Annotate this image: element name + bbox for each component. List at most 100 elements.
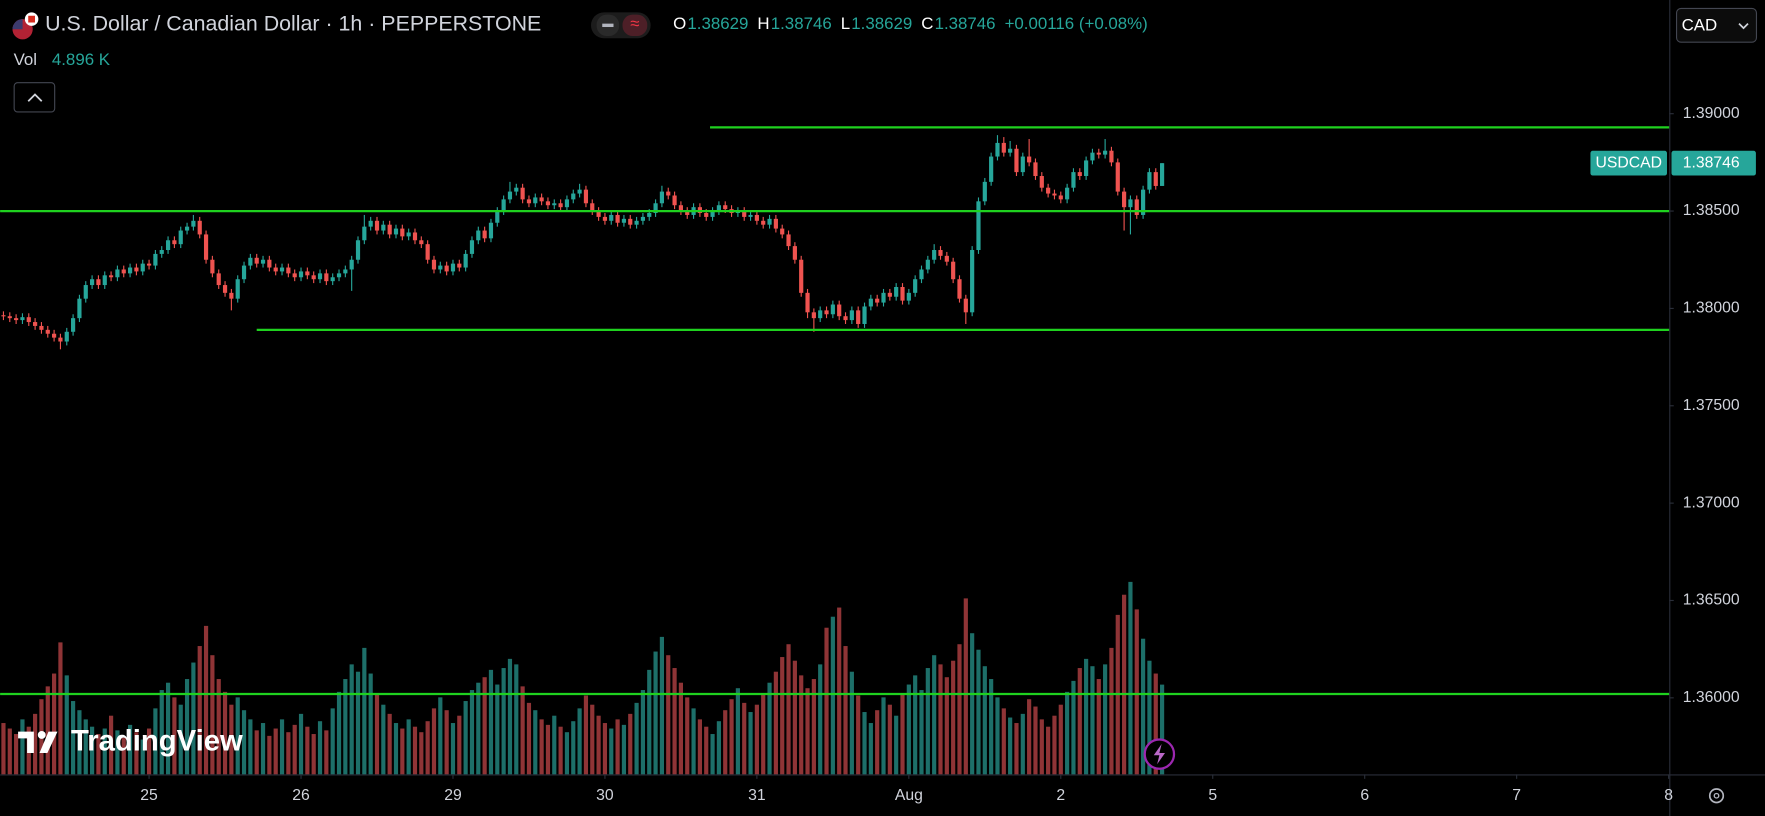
volume-bar <box>653 651 658 775</box>
candle-body <box>96 279 101 286</box>
candle-body <box>267 259 272 268</box>
indicator-toggle[interactable]: ≈ <box>590 12 651 39</box>
candle-body <box>609 214 614 221</box>
volume-bar <box>944 677 949 775</box>
volume-bar <box>305 726 310 775</box>
volume-bar <box>805 688 810 775</box>
volume-bar <box>875 710 880 775</box>
ohlc-change: +0.00116 (+0.08%) <box>1005 14 1148 33</box>
volume-bar <box>400 728 405 775</box>
candle-body <box>647 213 652 217</box>
x-tick-label: 30 <box>596 787 614 804</box>
volume-bar <box>482 677 487 775</box>
volume-bar <box>1109 647 1114 775</box>
candle-body <box>159 250 164 254</box>
x-tick-label: 2 <box>1056 787 1065 804</box>
volume-bar <box>552 715 557 775</box>
candle-body <box>653 203 658 214</box>
candle-body <box>577 189 582 194</box>
volume-bar <box>216 679 221 775</box>
volume-bar <box>704 726 709 775</box>
volume-bar <box>843 646 848 775</box>
candle-body <box>704 213 709 217</box>
candle-body <box>400 228 405 237</box>
candle-body <box>761 220 766 225</box>
volume-bar <box>1103 664 1108 775</box>
candle-body <box>292 273 297 278</box>
candle-body <box>811 312 816 319</box>
candle-body <box>1033 162 1038 177</box>
volume-bar <box>235 697 240 775</box>
candle-body <box>52 333 57 338</box>
candle-body <box>1096 152 1101 155</box>
volume-bar <box>210 655 215 775</box>
volume-bar <box>697 719 702 775</box>
plot-area <box>0 126 1670 775</box>
candle-body <box>628 218 633 225</box>
volume-bar <box>666 655 671 775</box>
candle-body <box>621 218 627 223</box>
candle-body <box>514 187 519 192</box>
volume-bar <box>96 734 101 775</box>
volume-bar <box>729 699 734 775</box>
volume-bar <box>913 675 918 775</box>
volume-bar <box>773 671 778 775</box>
volume-bar <box>165 682 171 775</box>
volume-bar <box>634 702 639 775</box>
volume-bar <box>596 715 601 775</box>
volume-bar <box>640 690 646 775</box>
volume-bar <box>672 668 677 775</box>
candle-body <box>273 267 278 272</box>
collapse-button[interactable] <box>13 82 56 113</box>
alert-button[interactable] <box>1143 738 1176 770</box>
volume-bar <box>748 712 753 775</box>
volume-bar <box>1134 609 1139 775</box>
volume-bar <box>324 730 329 775</box>
y-tick-label: 1.38000 <box>1683 300 1740 317</box>
candle-body <box>108 275 114 278</box>
volume-bar <box>1027 699 1032 775</box>
candle-body <box>178 230 183 245</box>
currency-button[interactable]: CAD <box>1675 7 1758 43</box>
settings-button[interactable] <box>1708 788 1725 804</box>
candle-body <box>545 201 551 206</box>
volume-bar <box>71 701 76 775</box>
volume-bar <box>761 693 766 775</box>
volume-bar <box>590 704 595 775</box>
candle-body <box>71 318 76 332</box>
y-tick-label: 1.37000 <box>1683 494 1740 511</box>
candle-body <box>1058 195 1063 200</box>
candle-body <box>526 199 532 204</box>
candle-body <box>495 211 500 223</box>
volume-bar <box>602 723 608 775</box>
volume-bar <box>824 627 829 775</box>
candle-body <box>583 189 589 204</box>
currency-label: CAD <box>1682 15 1718 34</box>
candle-body <box>469 240 475 254</box>
volume-bar <box>780 657 785 775</box>
volume-bar <box>900 693 905 775</box>
candle-body <box>1160 163 1165 186</box>
volume-bar <box>134 732 139 775</box>
x-tick-label: 7 <box>1512 787 1521 804</box>
ohlc-label: L <box>841 14 850 33</box>
volume-bar <box>102 728 107 775</box>
volume-bar <box>811 679 816 775</box>
volume-bar <box>742 702 747 775</box>
ohlc-label: H <box>757 14 769 33</box>
candle-body <box>906 292 911 301</box>
candle-body <box>172 240 177 245</box>
candle-body <box>900 287 905 301</box>
candle-body <box>1 315 6 317</box>
volume-bar <box>919 690 924 775</box>
candle-body <box>520 187 525 200</box>
ohlc-label: C <box>921 14 933 33</box>
volume-bar <box>438 697 443 775</box>
candle-body <box>1014 148 1019 173</box>
volume-bar <box>963 598 968 775</box>
candle-body <box>241 265 247 280</box>
volume-bar <box>349 664 354 775</box>
candle-body <box>881 292 886 303</box>
